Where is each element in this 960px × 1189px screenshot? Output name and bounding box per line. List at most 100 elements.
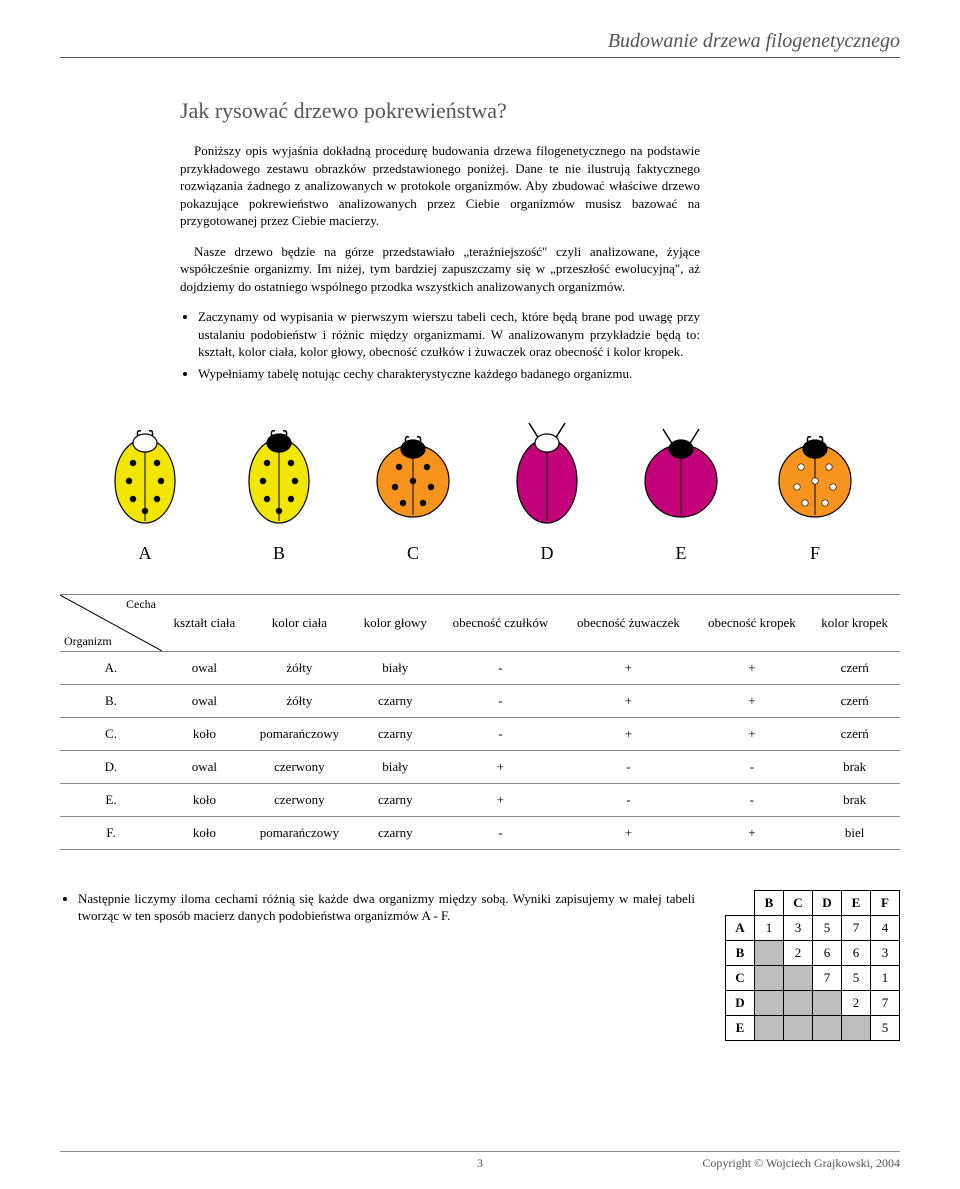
- matrix-cell: 2: [784, 940, 813, 965]
- feature-cell: +: [695, 651, 810, 684]
- footer: 3 Copyright © Wojciech Grajkowski, 2004: [60, 1151, 900, 1171]
- feature-column-header: obecność żuwaczek: [562, 594, 694, 651]
- bullet-2: Wypełniamy tabelę notując cechy charakte…: [198, 365, 700, 383]
- matrix-cell: 7: [842, 915, 871, 940]
- matrix-row-header: C: [726, 965, 755, 990]
- matrix-cell: 4: [871, 915, 900, 940]
- table-row: F.kołopomarańczowyczarny-++biel: [60, 816, 900, 849]
- matrix-cell: 7: [871, 990, 900, 1015]
- matrix-cell: [813, 1015, 842, 1040]
- table-row: E.kołoczerwonyczarny+--brak: [60, 783, 900, 816]
- feature-cell: koło: [162, 783, 247, 816]
- bug-A: A: [80, 423, 210, 564]
- body-text: Poniższy opis wyjaśnia dokładną procedur…: [180, 142, 700, 383]
- feature-cell: owal: [162, 651, 247, 684]
- bug-D: D: [482, 423, 612, 564]
- bug-label: D: [541, 543, 554, 564]
- feature-column-header: obecność kropek: [695, 594, 810, 651]
- feature-cell: -: [695, 750, 810, 783]
- features-table: Cecha Organizmkształt ciałakolor ciałako…: [60, 594, 900, 850]
- bug-label: A: [139, 543, 152, 564]
- feature-cell: +: [695, 816, 810, 849]
- feature-cell: czerwony: [247, 783, 352, 816]
- matrix-cell: 3: [784, 915, 813, 940]
- matrix-cell: [755, 940, 784, 965]
- paragraph-1: Poniższy opis wyjaśnia dokładną procedur…: [180, 142, 700, 230]
- feature-cell: czarny: [352, 684, 439, 717]
- feature-cell: koło: [162, 717, 247, 750]
- feature-cell: biały: [352, 651, 439, 684]
- matrix-cell: 5: [871, 1015, 900, 1040]
- feature-cell: żółty: [247, 651, 352, 684]
- matrix-row-header: A: [726, 915, 755, 940]
- matrix-cell: 6: [813, 940, 842, 965]
- bug-label: B: [273, 543, 285, 564]
- table-row: B.owalżółtyczarny-++czerń: [60, 684, 900, 717]
- matrix-cell: 2: [842, 990, 871, 1015]
- corner-top: Cecha: [126, 597, 156, 612]
- corner-bottom: Organizm: [64, 634, 112, 649]
- matrix-description: Następnie liczymy iloma cechami różnią s…: [60, 890, 695, 925]
- section-subtitle: Jak rysować drzewo pokrewieństwa?: [180, 98, 700, 124]
- feature-cell: biały: [352, 750, 439, 783]
- feature-column-header: kolor głowy: [352, 594, 439, 651]
- table-row: A.owalżółtybiały-++czerń: [60, 651, 900, 684]
- feature-cell: pomarańczowy: [247, 816, 352, 849]
- matrix-col-header: B: [755, 890, 784, 915]
- feature-cell: owal: [162, 750, 247, 783]
- organism-label: F.: [60, 816, 162, 849]
- bug-C: C: [348, 423, 478, 564]
- feature-cell: +: [439, 783, 563, 816]
- matrix-cell: [755, 1015, 784, 1040]
- feature-column-header: kolor ciała: [247, 594, 352, 651]
- feature-cell: -: [695, 783, 810, 816]
- feature-cell: -: [562, 783, 694, 816]
- table-row: D.owalczerwonybiały+--brak: [60, 750, 900, 783]
- matrix-col-header: F: [871, 890, 900, 915]
- matrix-cell: 7: [813, 965, 842, 990]
- matrix-row-header: D: [726, 990, 755, 1015]
- matrix-cell: 3: [871, 940, 900, 965]
- feature-column-header: obecność czułków: [439, 594, 563, 651]
- feature-cell: czerń: [809, 717, 900, 750]
- feature-cell: -: [439, 651, 563, 684]
- bug-label: E: [676, 543, 687, 564]
- feature-cell: +: [562, 651, 694, 684]
- matrix-col-header: E: [842, 890, 871, 915]
- bullet-1: Zaczynamy od wypisania w pierwszym wiers…: [198, 308, 700, 361]
- matrix-col-header: C: [784, 890, 813, 915]
- organism-label: A.: [60, 651, 162, 684]
- feature-cell: -: [562, 750, 694, 783]
- matrix-cell: [784, 1015, 813, 1040]
- feature-cell: brak: [809, 750, 900, 783]
- matrix-cell: [813, 990, 842, 1015]
- lower-row: Następnie liczymy iloma cechami różnią s…: [60, 890, 900, 1041]
- feature-cell: czarny: [352, 816, 439, 849]
- feature-column-header: kształt ciała: [162, 594, 247, 651]
- copyright: Copyright © Wojciech Grajkowski, 2004: [702, 1156, 900, 1171]
- bug-label: C: [407, 543, 419, 564]
- bug-B: B: [214, 423, 344, 564]
- feature-column-header: kolor kropek: [809, 594, 900, 651]
- feature-cell: żółty: [247, 684, 352, 717]
- document-header: Budowanie drzewa filogenetycznego: [60, 30, 900, 58]
- feature-cell: owal: [162, 684, 247, 717]
- feature-cell: koło: [162, 816, 247, 849]
- table-row: C.kołopomarańczowyczarny-++czerń: [60, 717, 900, 750]
- feature-cell: czerwony: [247, 750, 352, 783]
- feature-cell: biel: [809, 816, 900, 849]
- feature-cell: czarny: [352, 717, 439, 750]
- distance-matrix: BCDEFA13574B2663C751D27E5: [725, 890, 900, 1041]
- matrix-row-header: B: [726, 940, 755, 965]
- feature-cell: +: [695, 717, 810, 750]
- feature-cell: czerń: [809, 651, 900, 684]
- matrix-cell: 5: [813, 915, 842, 940]
- feature-cell: +: [695, 684, 810, 717]
- matrix-cell: 1: [755, 915, 784, 940]
- matrix-cell: [755, 990, 784, 1015]
- matrix-cell: [842, 1015, 871, 1040]
- feature-cell: -: [439, 816, 563, 849]
- feature-cell: +: [562, 684, 694, 717]
- feature-cell: +: [562, 717, 694, 750]
- bug-label: F: [810, 543, 820, 564]
